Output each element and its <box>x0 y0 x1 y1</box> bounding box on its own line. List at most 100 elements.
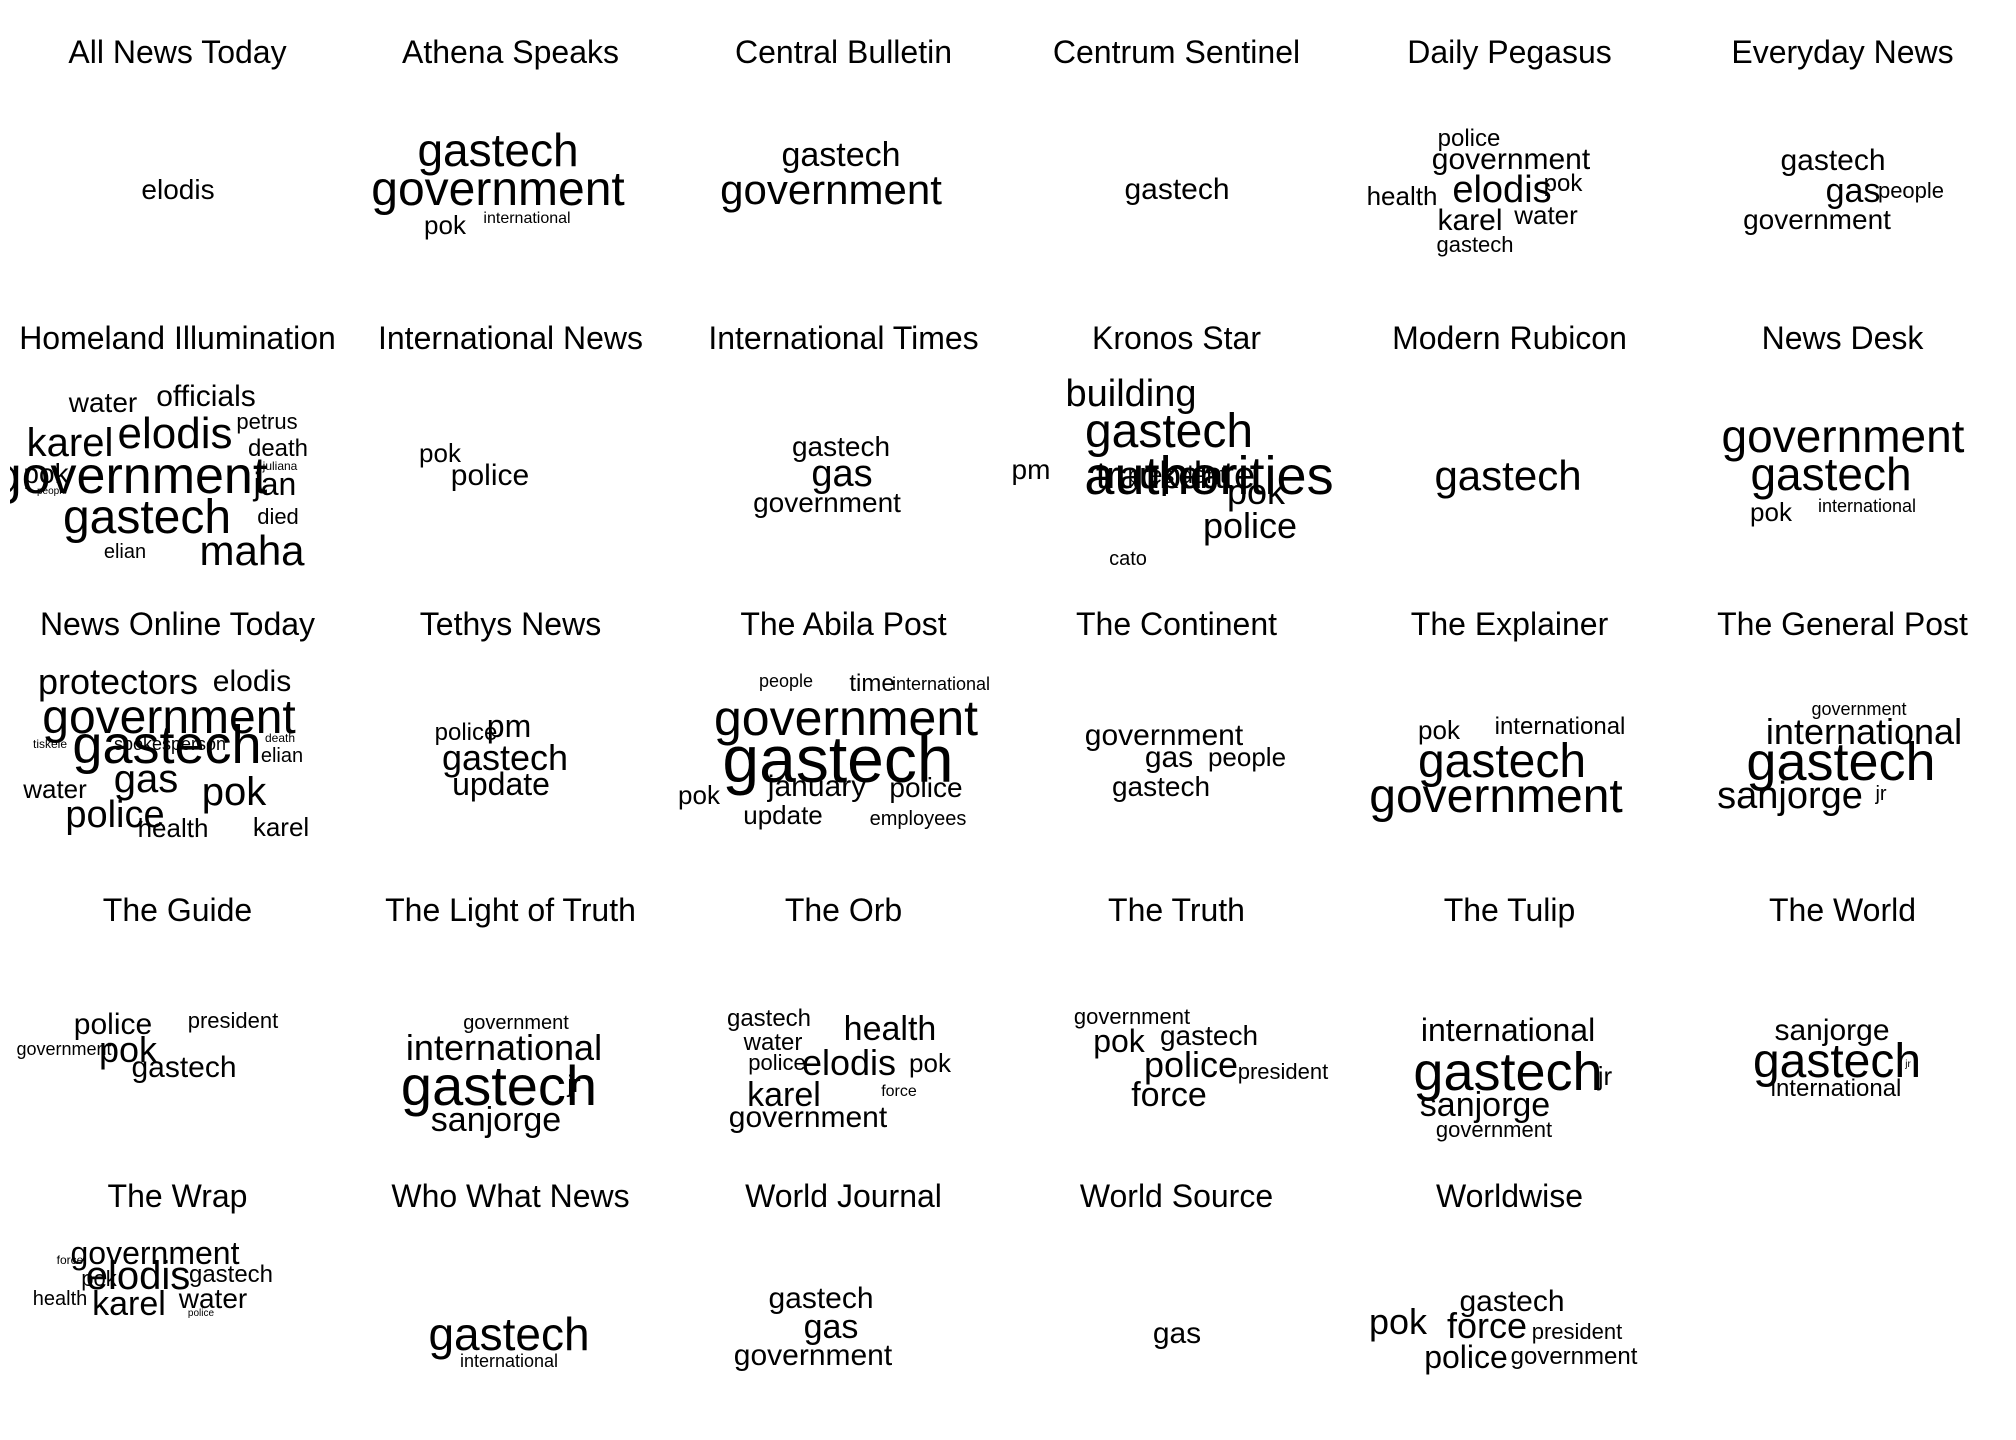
word-cloud: police president government pok gastech <box>10 858 345 1144</box>
cloud-word: gastech <box>131 1051 237 1084</box>
word-cloud-panel: Tethys News police pm gastech update <box>343 572 678 858</box>
word-cloud-panel: The Wrap force government pok elodis gastech h… <box>10 1144 345 1430</box>
word-cloud: government gastech pok international <box>1675 286 2010 572</box>
word-cloud-panel: The General Post government international g… <box>1675 572 2010 858</box>
panel-title: Kronos Star <box>1092 320 1261 356</box>
cloud-word: gas <box>1152 1317 1202 1350</box>
cloud-word: pok <box>1368 1301 1428 1342</box>
word-cloud-panel: Centrum Sentinel gastech <box>1009 0 1344 286</box>
word-cloud: police government pok health elodis karel wate… <box>1342 0 1677 286</box>
panel-title: Athena Speaks <box>401 34 620 70</box>
panel-title: The Guide <box>102 892 253 928</box>
word-cloud: gastech pok force president police government <box>1342 1144 1677 1430</box>
word-cloud-panel: The Orb gastech health water police elodis pok… <box>676 858 1011 1144</box>
cloud-word: jan <box>253 466 297 502</box>
word-cloud: gastech gas government <box>676 286 1011 572</box>
word-cloud: gastech gas government <box>676 1144 1011 1430</box>
word-cloud: government international gastech jr sanjorge <box>343 858 678 1144</box>
panel-title: Who What News <box>391 1178 630 1214</box>
cloud-word: health <box>1366 181 1438 211</box>
panel-title: The Continent <box>1075 606 1277 642</box>
word-cloud-panel: The Guide police president government pok gas… <box>10 858 345 1144</box>
cloud-word: tiskele <box>32 737 68 751</box>
cloud-word: government <box>1435 1117 1553 1142</box>
cloud-word: protectors <box>37 661 199 702</box>
panel-title: All News Today <box>68 34 287 70</box>
word-cloud-panel: Homeland Illumination water officials petru… <box>10 286 345 572</box>
cloud-word: gastech <box>768 1282 874 1315</box>
cloud-word: gastech <box>1124 173 1230 206</box>
word-cloud: gastech <box>1009 0 1344 286</box>
cloud-word: gastech <box>188 1261 274 1288</box>
cloud-word: pm <box>486 708 532 744</box>
panel-title: Centrum Sentinel <box>1052 34 1301 70</box>
cloud-word: government <box>10 447 268 505</box>
cloud-word: authorities <box>1084 446 1334 506</box>
word-cloud-panel: Everyday News gastech gas people government <box>1675 0 2010 286</box>
cloud-word: government <box>1721 410 1965 462</box>
cloud-word: elodis <box>212 665 292 698</box>
cloud-word: pok <box>1543 170 1583 197</box>
cloud-word: gastech <box>417 124 579 176</box>
panel-title: International News <box>377 320 644 356</box>
cloud-word: international <box>1420 1012 1596 1048</box>
cloud-word: gastech <box>62 491 232 544</box>
word-cloud-panel: All News Today elodis <box>10 0 345 286</box>
cloud-word: pok <box>23 458 69 489</box>
panel-title: World Journal <box>745 1178 942 1214</box>
word-cloud: gas <box>1009 1144 1344 1430</box>
cloud-word: police <box>1437 125 1501 152</box>
word-cloud: people time international government gastech… <box>676 572 1011 858</box>
cloud-word: police <box>450 459 530 492</box>
cloud-word: elodis <box>801 1042 897 1083</box>
cloud-word: government <box>720 166 942 213</box>
cloud-word: gastech <box>428 1308 590 1360</box>
panel-title: Daily Pegasus <box>1407 34 1612 70</box>
panel-title: Modern Rubicon <box>1392 320 1627 356</box>
word-cloud-panel: World Journal gastech gas government <box>676 1144 1011 1430</box>
cloud-word: gastech <box>1436 232 1514 257</box>
panel-title: The Explainer <box>1410 606 1609 642</box>
cloud-word: elodis <box>141 174 215 205</box>
panel-title: News Online Today <box>39 606 316 642</box>
panel-title: World Source <box>1079 1178 1274 1214</box>
panel-title: Worldwise <box>1436 1178 1583 1214</box>
word-cloud: elodis <box>10 0 345 286</box>
cloud-word: government <box>1084 719 1244 752</box>
panel-title: Homeland Illumination <box>19 320 336 356</box>
cloud-word: spokesperson <box>113 734 227 754</box>
cloud-word: international <box>1494 713 1626 740</box>
cloud-word: government <box>713 690 979 746</box>
cloud-word: sanjorge <box>1774 1014 1890 1047</box>
cloud-word: people <box>758 671 814 691</box>
cloud-word: government <box>1510 1343 1638 1370</box>
panel-title: The Light of Truth <box>385 892 636 928</box>
cloud-word: update <box>743 800 823 830</box>
cloud-word: people <box>36 486 68 497</box>
word-cloud: government pok gastech police president force <box>1009 858 1344 1144</box>
panel-title: News Desk <box>1761 320 1924 356</box>
cloud-word: sanjorge <box>430 1101 562 1139</box>
cloud-word: pok <box>1226 471 1286 512</box>
cloud-word: karel <box>26 421 114 465</box>
word-cloud-panel: Daily Pegasus police government pok health el… <box>1342 0 1677 286</box>
cloud-word: jr <box>567 1071 581 1098</box>
cloud-word: pok <box>678 780 720 810</box>
cloud-word: president <box>1237 1059 1329 1084</box>
cloud-word: gastech <box>72 715 262 775</box>
cloud-word: police <box>748 1050 806 1075</box>
cloud-word: gastech <box>1111 771 1211 802</box>
word-cloud: sanjorge gastech jr international <box>1675 858 2010 1144</box>
word-cloud: gastech <box>1342 286 1677 572</box>
panel-title: The General Post <box>1717 606 1968 642</box>
cloud-word: update <box>452 766 550 802</box>
cloud-word: employees <box>869 808 967 830</box>
cloud-word: gas <box>1144 741 1194 774</box>
cloud-word: government <box>463 1012 569 1034</box>
word-cloud-panel: Athena Speaks gastech government pok interna… <box>343 0 678 286</box>
word-cloud-panel: World Source gas <box>1009 1144 1344 1430</box>
cloud-word: international <box>1817 496 1917 516</box>
cloud-word: gastech <box>1780 144 1886 177</box>
word-cloud: water officials petrus karel elodis death juli… <box>10 286 345 572</box>
